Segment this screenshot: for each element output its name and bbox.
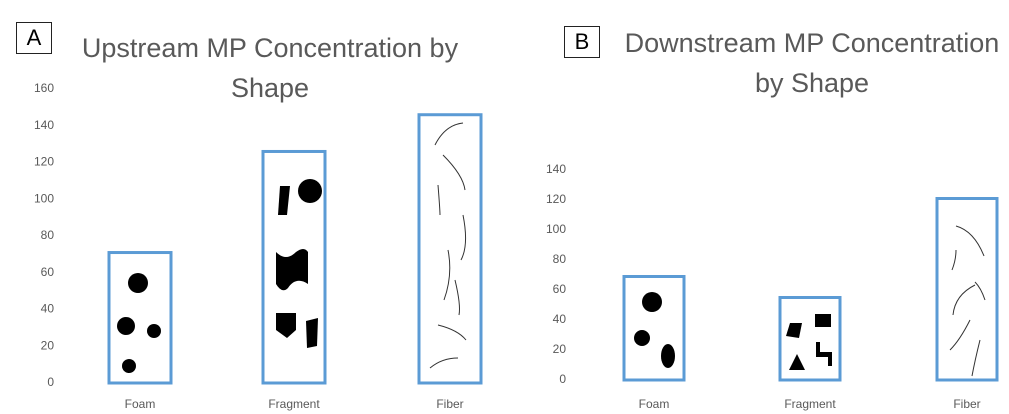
y-tick-label: 100 — [34, 191, 54, 205]
y-tick-label: 20 — [553, 342, 567, 356]
x-tick-label: Fragment — [784, 397, 836, 411]
chart-title: Downstream MP Concentration by Shape — [612, 23, 1009, 103]
foam-icon — [661, 344, 675, 368]
y-tick-label: 0 — [559, 372, 566, 386]
fragment-icon — [815, 314, 831, 327]
x-tick-label: Foam — [125, 397, 156, 411]
fiber-icons — [430, 123, 985, 376]
x-tick-label: Foam — [639, 397, 670, 411]
y-tick-label: 120 — [34, 155, 54, 169]
y-tick-label: 60 — [553, 282, 567, 296]
fragment-icon — [298, 179, 322, 203]
foam-icon — [122, 359, 136, 373]
y-tick-label: 20 — [41, 338, 55, 352]
y-tick-label: 80 — [41, 228, 55, 242]
chart-title: Upstream MP Concentration by Shape — [60, 28, 480, 108]
y-tick-label: 140 — [546, 162, 566, 176]
panel-label: A — [16, 22, 52, 54]
bar — [780, 298, 840, 381]
y-tick-label: 100 — [546, 222, 566, 236]
x-tick-label: Fiber — [436, 397, 463, 411]
foam-icon — [128, 273, 148, 293]
y-tick-label: 160 — [34, 81, 54, 95]
x-tick-label: Fragment — [268, 397, 320, 411]
y-tick-label: 60 — [41, 265, 55, 279]
foam-icon — [147, 324, 161, 338]
bar — [624, 277, 684, 381]
y-tick-label: 0 — [47, 375, 54, 389]
bar — [937, 199, 997, 381]
y-tick-label: 140 — [34, 118, 54, 132]
foam-icon — [117, 317, 135, 335]
y-tick-label: 120 — [546, 192, 566, 206]
bar — [109, 253, 171, 383]
fragment-icon — [306, 318, 318, 348]
foam-icon — [634, 330, 650, 346]
panel-label: B — [564, 26, 600, 58]
bar — [419, 115, 481, 383]
x-tick-label: Fiber — [953, 397, 980, 411]
y-tick-label: 40 — [553, 312, 567, 326]
y-tick-label: 80 — [553, 252, 567, 266]
foam-icon — [642, 292, 662, 312]
y-tick-label: 40 — [41, 302, 55, 316]
figure: Fiber Fragment Foam 140 120 100 80 60 40 20 0 Fiber… — [0, 0, 1009, 414]
